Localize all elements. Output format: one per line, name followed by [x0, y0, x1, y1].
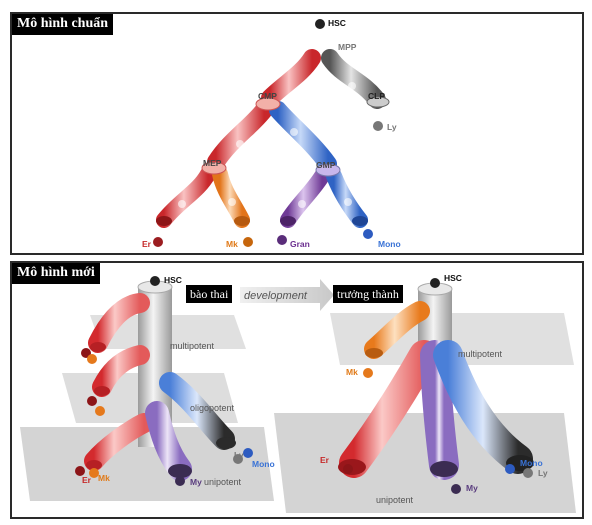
adult-unipotent-label: unipotent — [376, 495, 414, 505]
fetal-mk-cell — [89, 468, 99, 478]
ly-cell — [373, 121, 383, 131]
adult-hsc-cell — [430, 278, 440, 288]
standard-hsc-label: HSC — [328, 18, 346, 28]
standard-ly-label: Ly — [387, 122, 397, 132]
mep-er-tube — [156, 166, 216, 228]
mono-cell — [363, 229, 373, 239]
adult-my-label: My — [466, 483, 478, 493]
adult-hsc-label: HSC — [444, 273, 462, 283]
adult-er-cell — [343, 464, 353, 474]
standard-gmp-label: GMP — [316, 160, 336, 170]
hsc-cell — [315, 19, 325, 29]
standard-cmp-label: CMP — [258, 91, 277, 101]
standard-mono-label: Mono — [378, 239, 401, 249]
adult-ly-cell — [523, 468, 533, 478]
fetal-diagram: HSC multipotent oligopotent unipotent Er… — [20, 275, 275, 501]
mk-cell — [243, 237, 253, 247]
standard-model-title: Mô hình chuẩn — [12, 14, 114, 35]
adult-multipotent-label: multipotent — [458, 349, 503, 359]
standard-model-panel: HSC MPP CMP CLP Ly MEP GMP Er Mk Gran Mo… — [10, 12, 584, 255]
fetal-unipotent-label: unipotent — [204, 477, 242, 487]
gmp-gran-tube — [280, 168, 330, 228]
fetal-unipotent-plane — [20, 427, 274, 501]
fetal-er-cell — [75, 466, 85, 476]
development-label: development — [244, 290, 308, 302]
fetal-mono-label: Mono — [252, 459, 275, 469]
adult-er-label: Er — [320, 455, 330, 465]
new-model-title: Mô hình mới — [12, 263, 100, 284]
adult-ly-label: Ly — [538, 468, 548, 478]
adult-mk-cell — [363, 368, 373, 378]
new-hierarchy-diagram: HSC multipotent oligopotent unipotent Er… — [20, 273, 576, 513]
fetal-multipotent-label: multipotent — [170, 341, 215, 351]
fetal-my-label: My — [190, 477, 202, 487]
mpp-cmp-tube — [261, 49, 321, 107]
adult-mk-label: Mk — [346, 367, 358, 377]
standard-hierarchy-diagram: HSC MPP CMP CLP Ly MEP GMP Er Mk Gran Mo… — [142, 18, 401, 249]
development-arrow — [240, 279, 334, 311]
adult-my-cell — [451, 484, 461, 494]
new-model-panel: HSC multipotent oligopotent unipotent Er… — [10, 261, 584, 519]
fetal-ly-cell — [233, 454, 243, 464]
adult-label: trưởng thành — [333, 285, 403, 303]
adult-mono-cell — [505, 464, 515, 474]
adult-diagram: HSC multipotent unipotent Mk Er My Mono … — [274, 273, 576, 513]
fetal-hsc-cell — [150, 276, 160, 286]
fetal-ly-label: Ly — [234, 450, 244, 460]
cmp-gmp-tube — [269, 101, 337, 173]
adult-mono-label: Mono — [520, 458, 543, 468]
standard-mep-label: MEP — [203, 158, 222, 168]
fetal-hsc-label: HSC — [164, 275, 182, 285]
fetal-er-label: Er — [82, 475, 92, 485]
fetal-mk-label: Mk — [98, 473, 110, 483]
standard-clp-label: CLP — [368, 91, 385, 101]
cmp-mep-tube — [207, 101, 273, 171]
mpp-clp-tube — [321, 49, 386, 109]
gmp-mono-tube — [326, 168, 368, 228]
er-cell — [153, 237, 163, 247]
fetal-label: bào thai — [186, 285, 233, 303]
standard-er-label: Er — [142, 239, 152, 249]
fetal-mono-cell — [243, 448, 253, 458]
standard-gran-label: Gran — [290, 239, 310, 249]
standard-mpp-label: MPP — [338, 42, 357, 52]
gran-cell — [277, 235, 287, 245]
mep-mk-tube — [212, 166, 250, 228]
standard-mk-label: Mk — [226, 239, 238, 249]
fetal-oligopotent-label: oligopotent — [190, 403, 235, 413]
fetal-my-cell — [175, 476, 185, 486]
